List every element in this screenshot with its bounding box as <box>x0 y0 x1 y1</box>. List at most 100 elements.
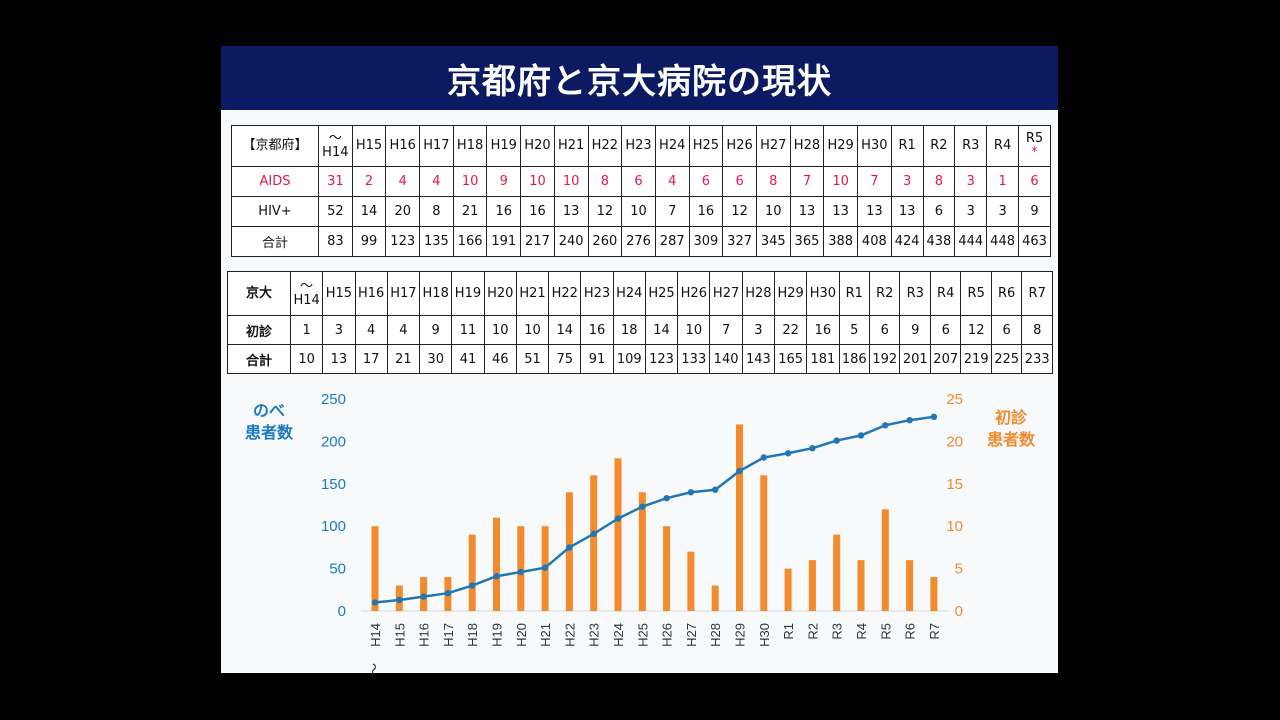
kyoto-cell: 438 <box>922 226 956 257</box>
kyoto-column-header: H28 <box>789 125 825 167</box>
univ-column-header: H23 <box>580 271 614 316</box>
kyoto-cell: 14 <box>351 196 387 227</box>
bar <box>808 560 816 611</box>
kyoto-column-header: H17 <box>419 125 454 167</box>
kyoto-cell: 20 <box>385 196 421 227</box>
kyoto-cell: 327 <box>722 226 757 257</box>
bar <box>881 509 889 611</box>
kyoto-cell: 166 <box>452 226 488 257</box>
kyoto-cell: 6 <box>722 166 757 197</box>
univ-cell: 16 <box>580 315 614 345</box>
univ-row-label: 合計 <box>227 344 291 374</box>
x-tick-label: R3 <box>830 623 845 640</box>
univ-cell: 6 <box>990 315 1023 345</box>
kyoto-cell: 99 <box>351 226 387 257</box>
left-tick-label: 250 <box>321 391 346 408</box>
kyoto-header-row: 【京都府】〜 H14 H15 H16 H17 H18 H19 H20 H21 H22 H23 H24 H… <box>231 125 1051 167</box>
x-tick-label: R1 <box>781 623 796 640</box>
bar <box>711 585 719 611</box>
line-point <box>371 599 379 606</box>
kyoto-column-header: H15 <box>351 125 387 167</box>
x-tick-label: R5 <box>878 623 893 640</box>
bar <box>930 577 938 611</box>
kyoto-column-header: R5 * <box>1018 125 1051 167</box>
univ-cell: 6 <box>868 315 901 345</box>
bar <box>784 568 792 611</box>
kyoto-cell: 13 <box>857 196 892 227</box>
bar <box>614 458 622 611</box>
bar <box>371 526 379 611</box>
x-tick-label: H27 <box>684 623 699 647</box>
x-tick-prefix: 〜 <box>368 663 383 673</box>
x-tick-label: H28 <box>708 623 723 647</box>
bar <box>906 560 914 611</box>
line-point <box>857 432 865 439</box>
bar <box>833 534 841 611</box>
kyoto-cell: 13 <box>823 196 858 227</box>
kyoto-cell: 2 <box>351 166 387 197</box>
kyoto-cell: 8 <box>755 166 791 197</box>
x-tick-label: H14 <box>368 623 383 647</box>
bar <box>590 475 598 611</box>
kyoto-table-label: 【京都府】 <box>231 125 319 167</box>
left-tick-label: 0 <box>338 603 346 620</box>
kyoto-cell: 9 <box>1018 196 1051 227</box>
kyoto-column-header: H23 <box>621 125 656 167</box>
univ-column-header: R5 <box>960 271 992 316</box>
kyoto-cell: 8 <box>587 166 623 197</box>
univ-cell: 233 <box>1021 344 1053 374</box>
univ-cell: 123 <box>644 344 679 374</box>
kyoto-cell: 287 <box>654 226 690 257</box>
univ-cell: 30 <box>419 344 453 374</box>
univ-column-header: H19 <box>451 271 485 316</box>
kyoto-row-1: HIV+ 52 14 20 8 21 16 16 13 12 10 7 16 12 10 13 13 13 13 6 3… <box>231 196 1051 227</box>
kyoto-cell: 135 <box>419 226 454 257</box>
univ-cell: 22 <box>773 315 808 345</box>
line-point <box>882 422 889 429</box>
univ-column-header: H29 <box>773 271 808 316</box>
univ-column-header: H15 <box>322 271 356 316</box>
line-point <box>930 413 938 421</box>
kyoto-cell: 123 <box>385 226 421 257</box>
univ-cell: 10 <box>289 344 324 374</box>
univ-cell: 219 <box>960 344 992 374</box>
kyoto-row-2: 合計 83 99 123 135 166 191 217 240 260 276 287 309 327 3… <box>231 226 1051 257</box>
univ-cell: 207 <box>929 344 962 374</box>
line-point <box>760 454 767 461</box>
kyoto-cell: 6 <box>688 166 724 197</box>
right-tick-label: 20 <box>946 433 963 450</box>
univ-cell: 14 <box>548 315 582 345</box>
univ-column-header: R7 <box>1021 271 1053 316</box>
univ-column-header: R2 <box>868 271 901 316</box>
univ-column-header: R6 <box>990 271 1023 316</box>
univ-cell: 143 <box>741 344 775 374</box>
univ-column-header: H16 <box>354 271 388 316</box>
x-tick-label: R7 <box>927 623 942 640</box>
univ-column-header: H18 <box>419 271 453 316</box>
right-tick-label: 25 <box>946 391 963 408</box>
univ-column-header: H22 <box>548 271 582 316</box>
kyoto-cell: 16 <box>520 196 555 227</box>
kyoto-cell: 12 <box>587 196 623 227</box>
line-point <box>833 437 840 444</box>
x-tick-label: H18 <box>465 623 480 647</box>
univ-cell: 4 <box>386 315 421 345</box>
univ-cell: 4 <box>354 315 388 345</box>
univ-header-row: 京大〜 H14 H15 H16 H17 H18 H19 H20 H21 H22 H23 H24 H25 H… <box>227 271 1053 316</box>
kyoto-cell: 31 <box>318 166 353 197</box>
x-tick-label: H29 <box>733 623 748 647</box>
kyoto-cell: 52 <box>318 196 353 227</box>
kyoto-cell: 3 <box>954 196 988 227</box>
kyoto-cell: 13 <box>890 196 924 227</box>
r5-asterisk: * <box>1031 145 1038 160</box>
univ-column-header: H17 <box>386 271 421 316</box>
univ-column-header: H24 <box>612 271 646 316</box>
kyoto-column-header: H21 <box>553 125 589 167</box>
kyoto-column-header: H16 <box>385 125 421 167</box>
title-bar: 京都府と京大病院の現状 <box>221 46 1058 110</box>
univ-cell: 46 <box>483 344 517 374</box>
kyoto-cell: 8 <box>419 196 454 227</box>
line-point <box>420 593 427 600</box>
right-axis-title: 初診 <box>995 408 1028 427</box>
